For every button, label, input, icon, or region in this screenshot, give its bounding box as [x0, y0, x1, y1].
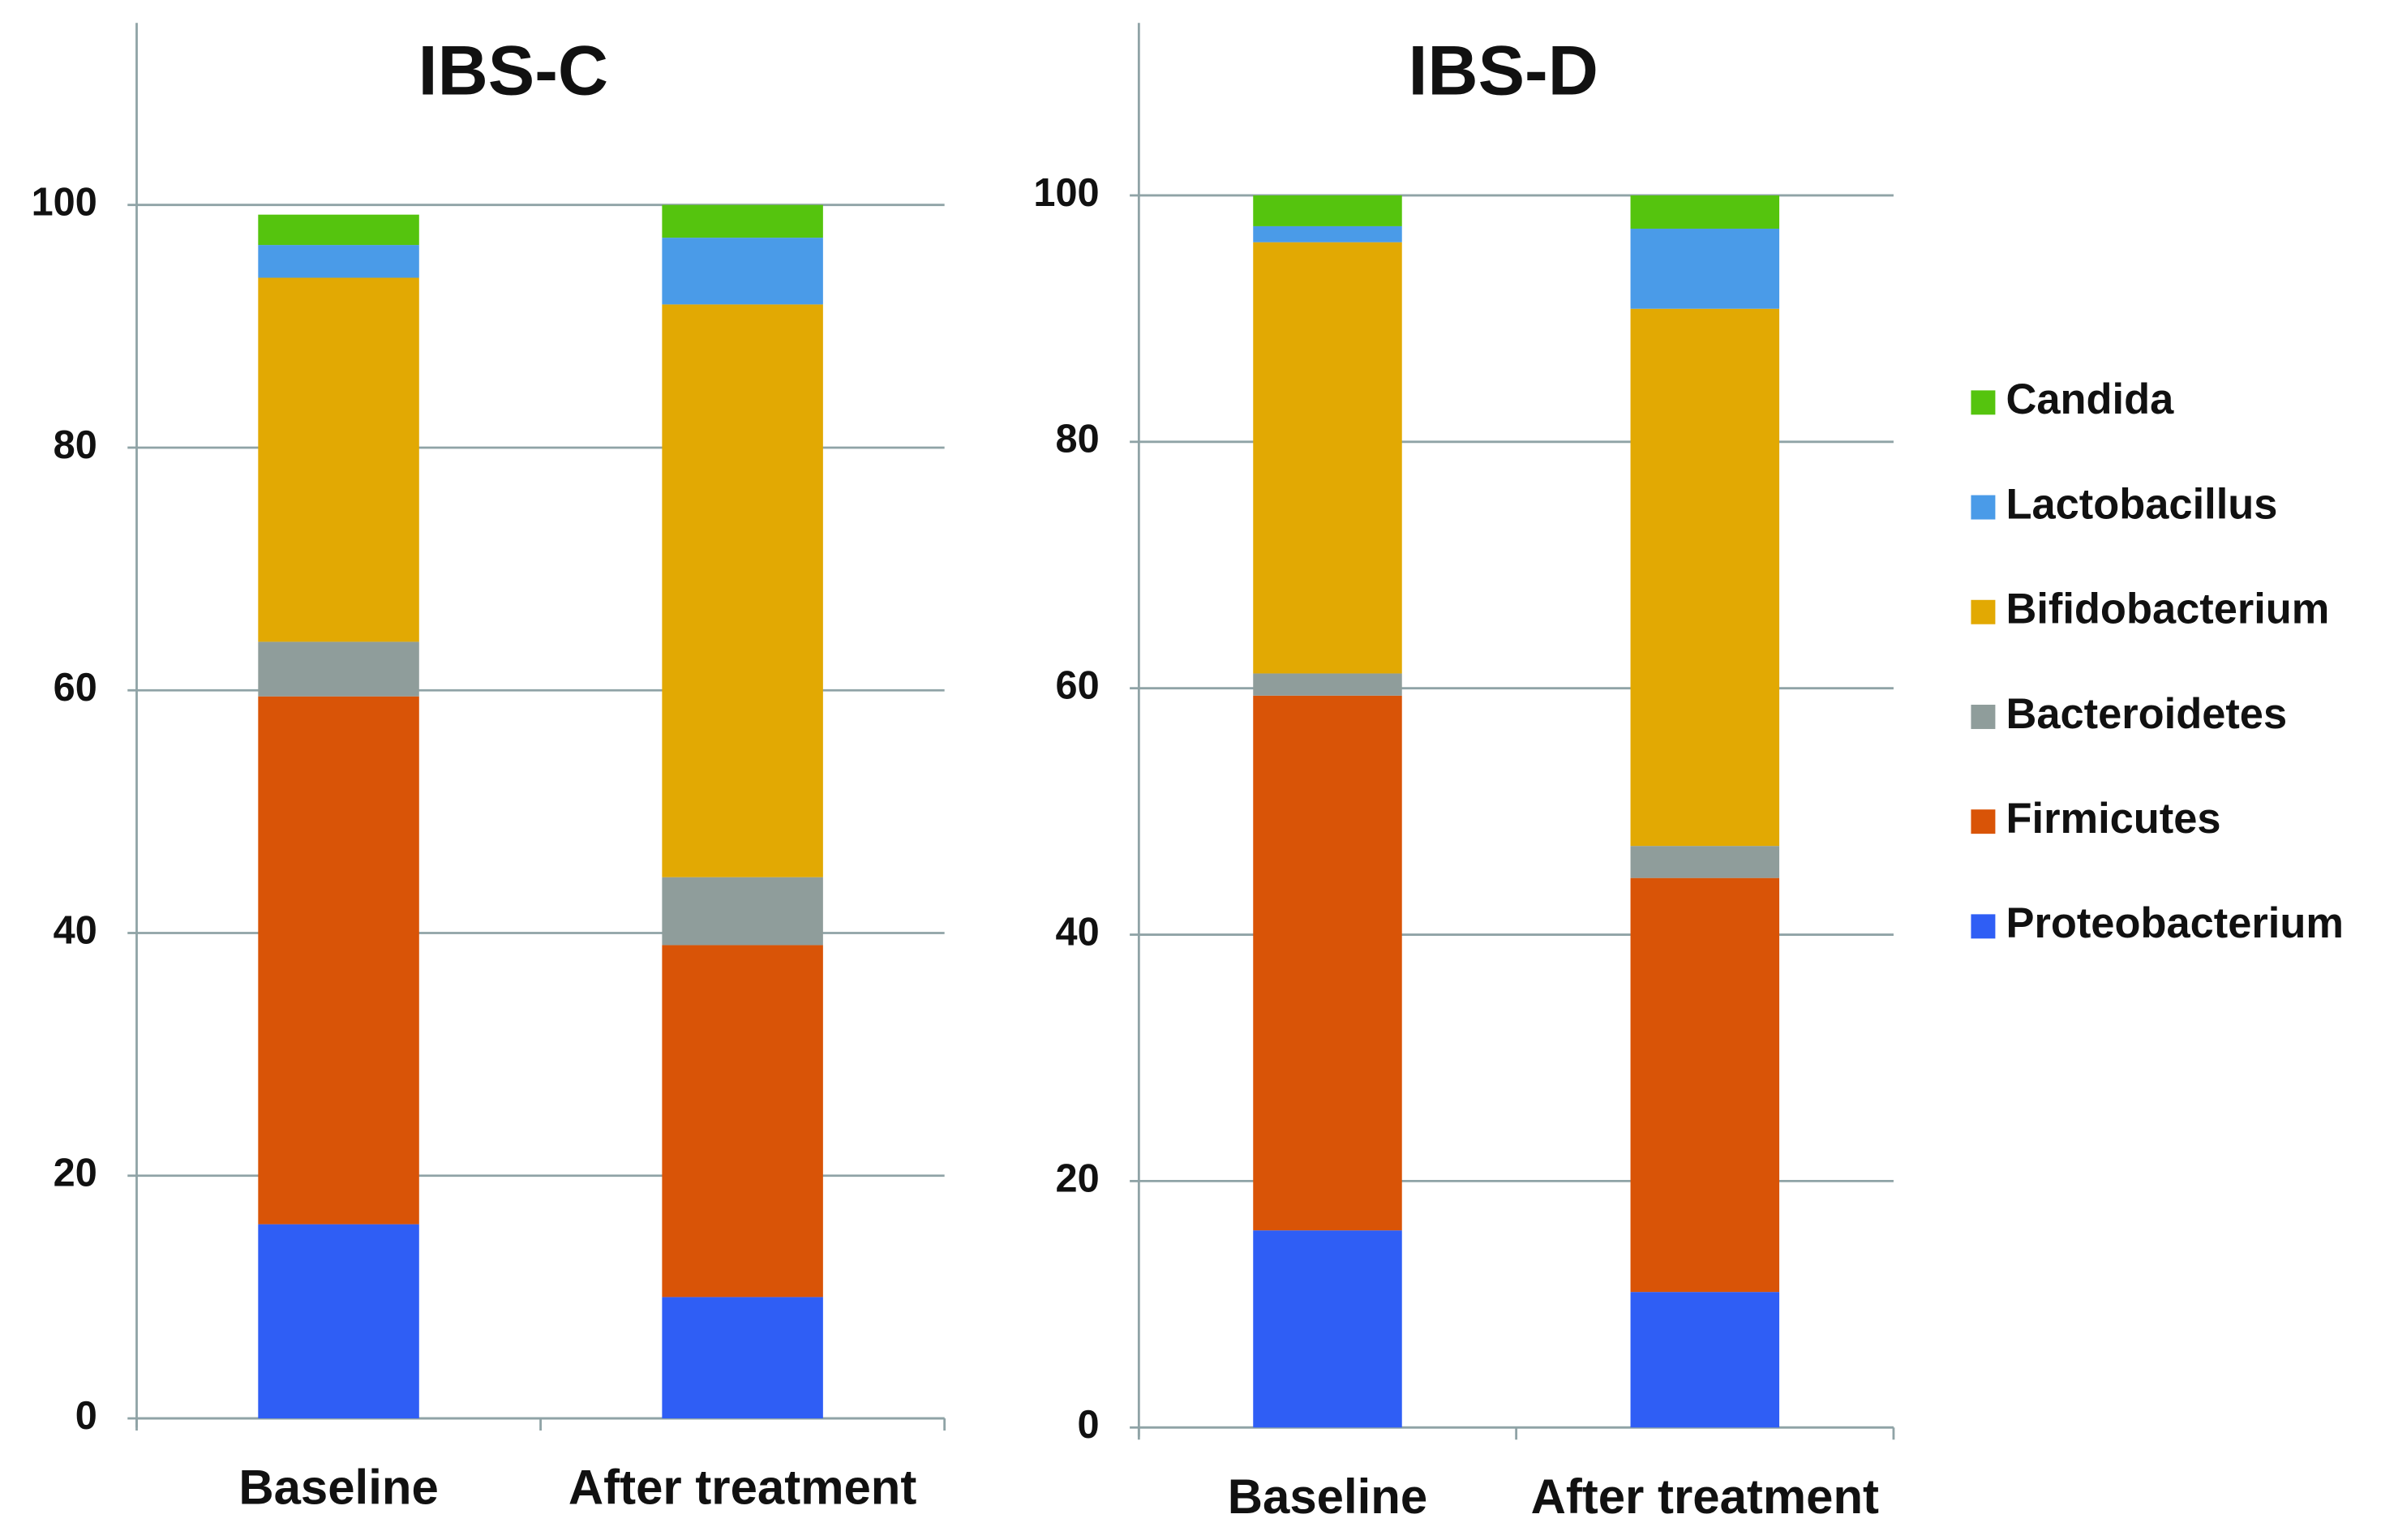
y-tick-label: 40: [1056, 910, 1100, 954]
bar-segment: [1630, 195, 1780, 229]
y-tick-label: 100: [32, 181, 97, 225]
y-tick-label: 0: [75, 1394, 97, 1438]
chart-title: IBS-D: [1408, 32, 1598, 110]
legend-label: Lactobacillus: [2006, 481, 2278, 528]
chart-title: IBS-C: [418, 32, 608, 110]
bar-segment: [1253, 695, 1402, 1231]
legend-swatch: [1971, 809, 1996, 834]
legend-label: Proteobacterium: [2006, 900, 2344, 947]
legend-swatch: [1971, 390, 1996, 415]
bar-segment: [662, 877, 823, 946]
bar-segment: [1630, 846, 1780, 878]
y-tick-label: 60: [54, 666, 97, 710]
bar-segment: [662, 945, 823, 1298]
legend-label: Bifidobacterium: [2006, 586, 2330, 633]
bar-segment: [258, 277, 419, 642]
legend-label: Firmicutes: [2006, 796, 2221, 843]
y-tick-label: 40: [54, 908, 97, 952]
bar-segment: [1253, 1230, 1402, 1428]
bar-segment: [258, 1224, 419, 1419]
bar-segment: [1253, 242, 1402, 674]
y-tick-label: 60: [1056, 664, 1100, 708]
x-tick-label: Baseline: [1228, 1469, 1427, 1524]
bar-segment: [662, 1297, 823, 1419]
bar-segment: [1630, 228, 1780, 309]
bar-segment: [1253, 225, 1402, 242]
bar-segment: [662, 204, 823, 238]
bar-segment: [662, 238, 823, 305]
bar-segment: [1630, 308, 1780, 847]
y-tick-label: 100: [1033, 171, 1099, 215]
y-tick-label: 80: [54, 423, 97, 467]
legend-swatch: [1971, 704, 1996, 729]
legend-label: Candida: [2006, 376, 2175, 423]
y-tick-label: 0: [1078, 1403, 1100, 1447]
bar-segment: [662, 304, 823, 877]
bar-segment: [258, 245, 419, 278]
bar-segment: [258, 696, 419, 1225]
legend-swatch: [1971, 914, 1996, 939]
y-tick-label: 20: [54, 1152, 97, 1195]
bar-segment: [1253, 195, 1402, 226]
y-tick-label: 80: [1056, 418, 1100, 461]
x-tick-label: After treatment: [568, 1461, 916, 1515]
x-tick-label: Baseline: [238, 1461, 438, 1515]
legend-swatch: [1971, 599, 1996, 624]
legend-label: Bacteroidetes: [2006, 691, 2288, 738]
y-tick-label: 20: [1056, 1156, 1100, 1200]
bar-segment: [1630, 877, 1780, 1293]
x-tick-label: After treatment: [1531, 1469, 1879, 1524]
legend-swatch: [1971, 495, 1996, 520]
bar-segment: [258, 641, 419, 697]
bar-segment: [258, 214, 419, 246]
bar-segment: [1630, 1292, 1780, 1428]
bar-segment: [1253, 673, 1402, 696]
